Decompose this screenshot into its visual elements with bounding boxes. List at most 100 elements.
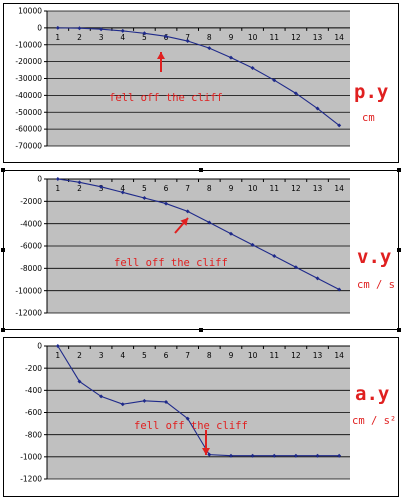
position-chart: 10000 0 -10000 -20000 -30000 -40000 -50000 -600…	[15, 7, 388, 151]
data-point	[207, 220, 212, 225]
position-variable-label: p.y	[354, 81, 388, 103]
data-point	[99, 27, 104, 32]
resize-handle-top-left[interactable]	[1, 168, 5, 172]
acceleration-unit-label: cm / s²	[352, 415, 396, 427]
resize-handle-top-center[interactable]	[199, 168, 203, 172]
position-unit-label: cm	[362, 112, 375, 124]
chart-panel-velocity[interactable]: 0-2000-4000-6000-8000-10000-120001234567…	[3, 170, 399, 330]
velocity-chart: 0-2000-4000-6000-8000-10000-120001234567…	[15, 175, 395, 318]
y-tick-label: 0	[37, 23, 42, 32]
data-point	[228, 453, 233, 458]
data-point	[315, 276, 320, 281]
y-tick-label: -6000	[20, 242, 42, 251]
series-line	[57, 178, 340, 291]
data-point	[250, 453, 255, 458]
x-tick-label: 9	[229, 33, 234, 42]
data-point	[293, 91, 298, 96]
x-tick-label: 8	[207, 33, 212, 42]
x-tick-label: 5	[142, 33, 147, 42]
series-line	[57, 27, 340, 126]
x-tick-label: 7	[185, 33, 190, 42]
data-point	[164, 34, 169, 39]
data-point	[250, 242, 255, 247]
x-tick-label: 7	[185, 351, 190, 360]
data-point	[272, 78, 277, 83]
data-point	[315, 453, 320, 458]
x-tick-label: 7	[185, 184, 190, 193]
y-tick-label: -70000	[15, 142, 42, 151]
resize-handle-middle-right[interactable]	[397, 248, 401, 252]
annotation-arrowhead	[180, 218, 188, 226]
y-tick-label: -40000	[15, 91, 42, 100]
y-tick-label: -10000	[15, 286, 42, 295]
data-point	[293, 265, 298, 270]
y-tick-label: -2000	[20, 197, 42, 206]
data-point	[120, 28, 125, 33]
data-point	[228, 55, 233, 60]
data-point	[164, 201, 169, 206]
data-point	[55, 344, 60, 348]
chart-panel-acceleration: 0 -200 -400 -600 -800 -1000 -1200 1 2 3 4 5 6 7 8 9 10 11…	[3, 337, 399, 497]
data-point	[120, 402, 125, 407]
y-tick-label: -600	[25, 408, 42, 417]
x-tick-label: 9	[229, 184, 234, 193]
annotation-text: fell off the cliff	[114, 257, 228, 269]
data-point	[185, 416, 190, 421]
y-tick-label: -4000	[20, 219, 42, 228]
y-tick-label: 0	[37, 175, 42, 184]
resize-handle-bottom-left[interactable]	[1, 328, 5, 332]
resize-handle-bottom-right[interactable]	[397, 328, 401, 332]
x-tick-label: 3	[99, 351, 104, 360]
data-point	[142, 398, 147, 403]
x-tick-label: 14	[334, 184, 344, 193]
y-tick-label: -60000	[15, 125, 42, 134]
x-tick-label: 10	[248, 33, 258, 42]
x-tick-label: 13	[313, 351, 323, 360]
resize-handle-bottom-center[interactable]	[199, 328, 203, 332]
x-tick-label: 6	[164, 184, 169, 193]
x-tick-label: 3	[99, 33, 104, 42]
y-tick-label: -10000	[15, 40, 42, 49]
x-tick-label: 6	[164, 351, 169, 360]
y-tick-label: -12000	[15, 309, 42, 318]
x-tick-label: 4	[120, 33, 125, 42]
x-tick-label: 4	[120, 184, 125, 193]
x-tick-label: 10	[248, 351, 258, 360]
x-tick-label: 11	[269, 33, 279, 42]
data-point	[142, 31, 147, 36]
x-tick-label: 8	[207, 351, 212, 360]
data-point	[120, 190, 125, 195]
y-tick-label: -8000	[20, 264, 42, 273]
x-tick-label: 8	[207, 184, 212, 193]
data-point	[164, 399, 169, 404]
x-tick-label: 12	[291, 351, 301, 360]
annotation-arrowhead	[202, 448, 210, 455]
data-point	[272, 453, 277, 458]
y-tick-label: -200	[25, 364, 42, 373]
data-point	[55, 25, 60, 30]
y-tick-label: -20000	[15, 57, 42, 66]
acceleration-variable-label: a.y	[355, 383, 389, 405]
annotation-text: fell off the cliff	[134, 420, 248, 432]
resize-handle-middle-left[interactable]	[1, 248, 5, 252]
x-tick-label: 13	[313, 33, 323, 42]
resize-handle-top-right[interactable]	[397, 168, 401, 172]
y-tick-label: -800	[25, 430, 42, 439]
y-tick-label: 0	[37, 342, 42, 351]
x-tick-label: 5	[142, 351, 147, 360]
x-tick-label: 13	[313, 184, 323, 193]
data-point	[337, 287, 342, 292]
x-tick-label: 1	[55, 33, 60, 42]
x-tick-label: 11	[269, 351, 279, 360]
x-tick-label: 12	[291, 33, 301, 42]
chart-panel-position: 10000 0 -10000 -20000 -30000 -40000 -50000 -600…	[3, 3, 399, 163]
y-tick-label: -1000	[20, 452, 42, 461]
x-tick-label: 14	[334, 33, 344, 42]
data-point	[250, 66, 255, 71]
data-point	[55, 177, 60, 181]
x-tick-label: 1	[55, 351, 60, 360]
velocity-unit-label: cm / s	[357, 279, 395, 291]
data-point	[337, 123, 342, 128]
x-tick-label: 10	[248, 184, 258, 193]
data-point	[99, 184, 104, 189]
